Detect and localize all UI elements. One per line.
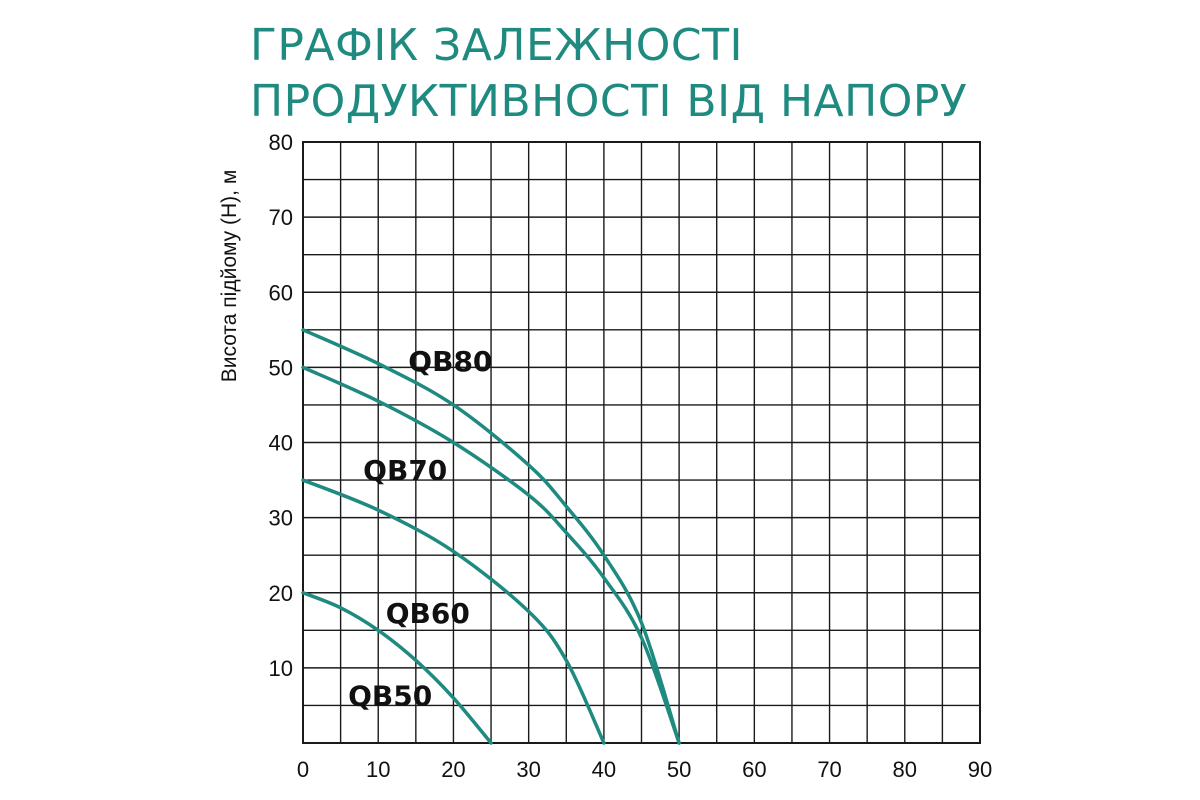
grid — [302, 141, 981, 744]
series-label-qb80: QB80 — [408, 345, 492, 378]
x-tick-label: 30 — [516, 757, 540, 782]
y-tick-label: 10 — [269, 656, 293, 681]
y-tick-label: 70 — [269, 205, 293, 230]
x-tick-label: 90 — [968, 757, 992, 782]
x-tick-label: 80 — [893, 757, 917, 782]
x-tick-labels: 0 10 20 30 40 50 60 70 80 90 — [297, 757, 992, 782]
y-tick-labels: 10 20 30 40 50 60 70 80 — [269, 130, 293, 681]
series-label-qb50: QB50 — [348, 679, 432, 712]
chart-title-line-1: ГРАФІК ЗАЛЕЖНОСТІ — [250, 20, 743, 71]
x-tick-label: 60 — [742, 757, 766, 782]
curve-qb60 — [301, 478, 606, 745]
y-tick-label: 20 — [269, 581, 293, 606]
series-labels: QB80 QB70 QB60 QB50 — [348, 345, 492, 712]
y-axis-label: Висота підйому (Н), м — [218, 170, 241, 383]
x-tick-label: 40 — [592, 757, 616, 782]
y-tick-label: 40 — [269, 431, 293, 456]
curves — [301, 328, 681, 745]
y-tick-label: 60 — [269, 280, 293, 305]
x-tick-label: 10 — [366, 757, 390, 782]
series-label-qb60: QB60 — [386, 597, 470, 630]
y-tick-label: 80 — [269, 130, 293, 155]
x-tick-label: 50 — [667, 757, 691, 782]
curve-qb70 — [301, 365, 681, 745]
x-tick-label: 70 — [817, 757, 841, 782]
x-tick-label: 0 — [297, 757, 309, 782]
y-tick-label: 30 — [269, 506, 293, 531]
x-tick-label: 20 — [441, 757, 465, 782]
plot-frame — [302, 141, 981, 744]
y-tick-label: 50 — [269, 355, 293, 380]
chart-title-line-2: ПРОДУКТИВНОСТІ ВІД НАПОРУ — [250, 76, 968, 127]
curve-qb80 — [301, 328, 681, 745]
series-label-qb70: QB70 — [363, 454, 447, 487]
curve-qb50 — [301, 591, 493, 745]
chart-title: ГРАФІК ЗАЛЕЖНОСТІ ПРОДУКТИВНОСТІ ВІД НАП… — [250, 18, 967, 130]
